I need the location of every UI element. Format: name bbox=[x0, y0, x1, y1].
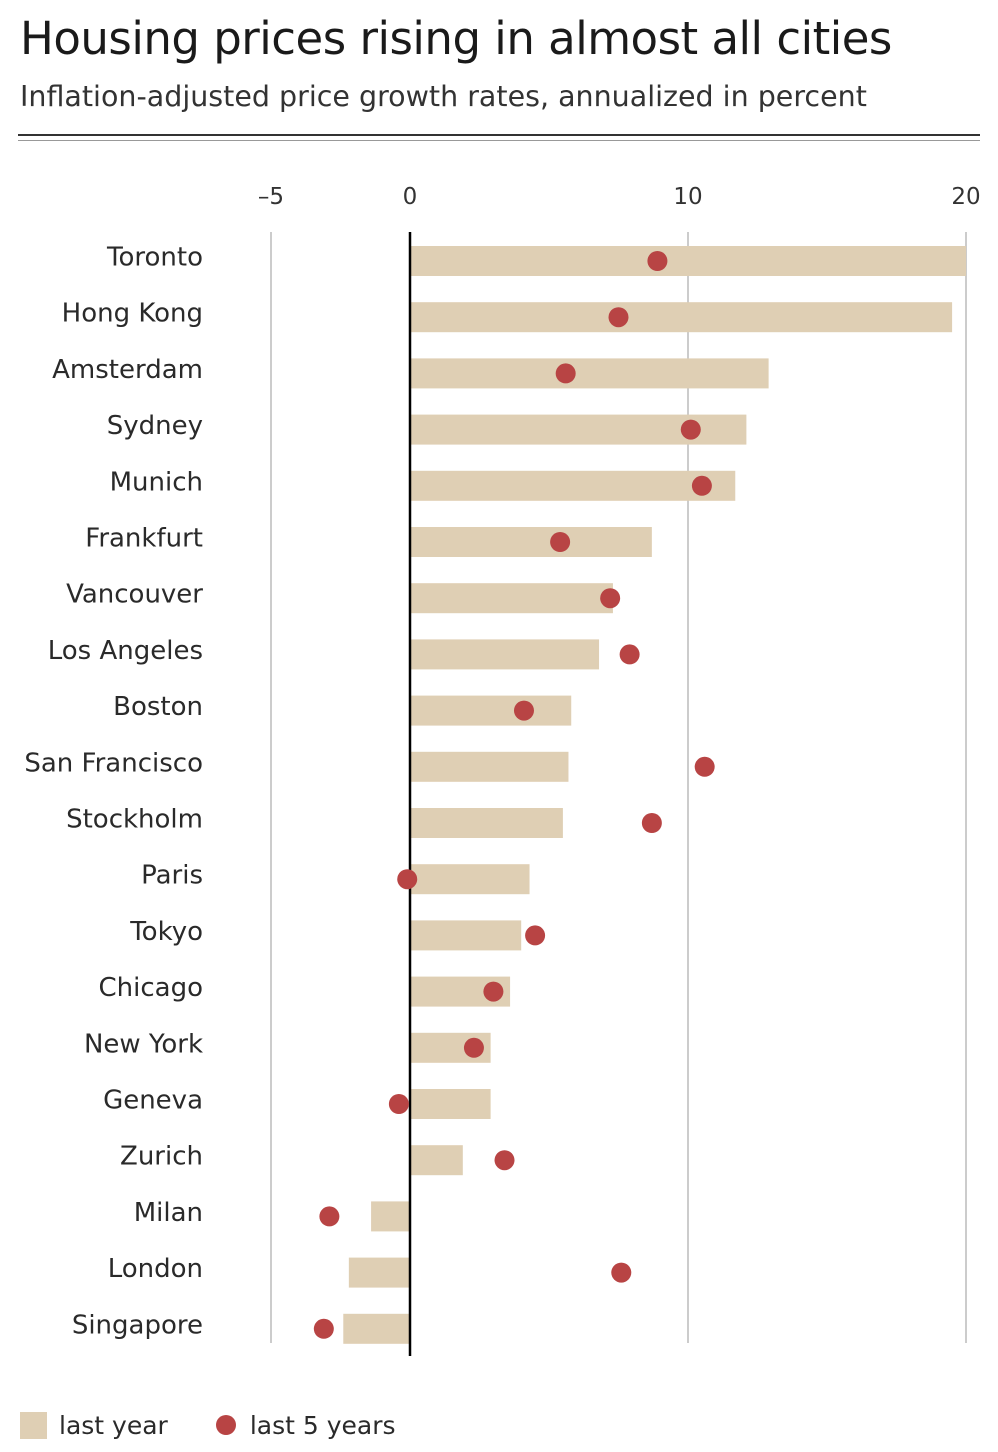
category-label: Geneva bbox=[103, 1086, 203, 1116]
category-label: Paris bbox=[141, 861, 203, 891]
dot-last-5-years bbox=[550, 532, 571, 552]
legend-bar-swatch bbox=[20, 1411, 47, 1439]
dot-last-5-years bbox=[494, 1150, 515, 1171]
bar-last-year bbox=[410, 246, 966, 276]
category-label: Sydney bbox=[107, 411, 203, 441]
bar-last-year bbox=[410, 470, 736, 501]
x-tick-label: 0 bbox=[403, 184, 418, 210]
category-label: Zurich bbox=[120, 1142, 203, 1172]
legend: last year last 5 years bbox=[20, 1405, 444, 1445]
category-labels: Toronto Hong Kong Amsterdam Sydney Munich Fra… bbox=[24, 243, 203, 1341]
bar-series-last-year bbox=[343, 246, 966, 1344]
legend-item-last-year: last year bbox=[20, 1411, 168, 1440]
category-label: Frankfurt bbox=[85, 524, 203, 554]
legend-dot-swatch bbox=[215, 1415, 236, 1435]
category-label: Hong Kong bbox=[62, 299, 203, 329]
bar-last-year bbox=[410, 302, 953, 333]
chart-title: Housing prices rising in almost all citi… bbox=[20, 12, 892, 65]
bar-last-year bbox=[410, 1089, 491, 1119]
bar-last-year bbox=[343, 1313, 410, 1344]
dot-last-5-years bbox=[600, 588, 621, 609]
dot-last-5-years bbox=[463, 1037, 484, 1058]
legend-item-last-5-years: last 5 years bbox=[215, 1410, 396, 1440]
category-label: Toronto bbox=[106, 243, 203, 273]
dot-last-5-years bbox=[694, 756, 715, 777]
bar-last-year bbox=[410, 358, 769, 389]
bar-last-year bbox=[410, 864, 530, 895]
dot-last-5-years bbox=[388, 1094, 409, 1114]
bar-last-year bbox=[410, 639, 600, 670]
category-label: London bbox=[108, 1254, 203, 1284]
bar-last-year bbox=[410, 751, 569, 782]
dot-last-5-years bbox=[513, 700, 534, 721]
dot-last-5-years bbox=[641, 813, 662, 833]
bar-last-year bbox=[410, 920, 522, 951]
category-label: Los Angeles bbox=[48, 636, 203, 666]
dot-last-5-years bbox=[611, 1262, 632, 1283]
bar-last-year bbox=[410, 808, 563, 838]
category-label: Chicago bbox=[99, 973, 204, 1003]
header-rule-thin bbox=[18, 140, 980, 141]
category-label: Munich bbox=[110, 467, 203, 497]
dot-last-5-years bbox=[483, 981, 504, 1002]
category-label: Stockholm bbox=[66, 805, 203, 835]
dot-last-5-years bbox=[397, 869, 418, 890]
dot-last-5-years bbox=[525, 925, 546, 946]
dot-last-5-years bbox=[313, 1318, 334, 1339]
category-label: Boston bbox=[113, 692, 203, 722]
bar-last-year bbox=[410, 583, 613, 614]
dot-last-5-years bbox=[691, 475, 712, 496]
category-label: San Francisco bbox=[24, 748, 203, 778]
bar-last-year bbox=[371, 1201, 410, 1232]
category-label: New York bbox=[84, 1029, 203, 1059]
dot-last-5-years bbox=[608, 307, 629, 328]
dot-last-5-years bbox=[619, 644, 640, 665]
dot-last-5-years bbox=[647, 251, 668, 271]
bar-last-year bbox=[410, 527, 652, 557]
x-axis-ticks: –5 0 10 20 bbox=[258, 184, 981, 210]
bar-last-year bbox=[410, 1145, 463, 1176]
dot-last-5-years bbox=[555, 363, 576, 384]
x-tick-label: 20 bbox=[951, 184, 980, 210]
category-label: Singapore bbox=[72, 1310, 203, 1340]
x-tick-label: –5 bbox=[258, 184, 284, 210]
category-label: Milan bbox=[134, 1198, 203, 1228]
chart-subtitle: Inflation-adjusted price growth rates, a… bbox=[20, 80, 867, 113]
bar-last-year bbox=[348, 1257, 410, 1288]
legend-label-last-5-years: last 5 years bbox=[249, 1410, 396, 1440]
dot-last-5-years bbox=[680, 419, 701, 440]
category-label: Tokyo bbox=[129, 917, 203, 947]
dot-last-5-years bbox=[319, 1206, 340, 1227]
x-tick-label: 10 bbox=[673, 184, 702, 210]
category-label: Vancouver bbox=[66, 580, 203, 610]
grid-layer bbox=[270, 232, 967, 1343]
bar-chart: –5 0 10 20 Toronto Hong Kong Amsterdam Sydney M… bbox=[24, 184, 981, 1356]
header-rule bbox=[18, 134, 980, 136]
bar-last-year bbox=[410, 695, 572, 726]
legend-label-last-year: last year bbox=[59, 1410, 168, 1440]
dot-series-last-5-years bbox=[313, 251, 715, 1339]
category-label: Amsterdam bbox=[52, 355, 203, 385]
